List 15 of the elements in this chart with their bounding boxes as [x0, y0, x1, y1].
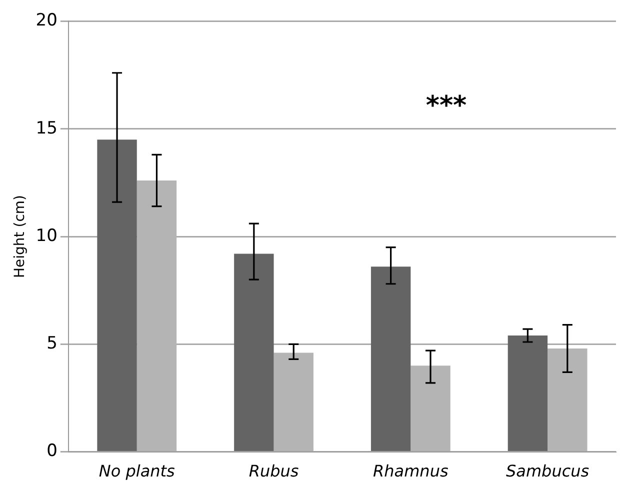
- y-tick-label: 20: [36, 10, 58, 31]
- y-tick-label: 5: [46, 334, 58, 354]
- x-tick-label: Rubus: [248, 462, 299, 481]
- y-tick-label: 15: [36, 118, 58, 138]
- y-tick-label: 0: [46, 441, 58, 462]
- y-axis-title: Height (cm): [12, 195, 28, 278]
- x-tick-label: Sambucus: [506, 462, 590, 481]
- bar: [97, 140, 137, 452]
- x-tick-label: No plants: [98, 462, 175, 481]
- bar: [370, 266, 411, 452]
- x-tick-label: Rhamnus: [373, 462, 448, 481]
- annotation: ***: [426, 91, 468, 122]
- bar: [234, 254, 274, 452]
- bar: [508, 336, 548, 452]
- y-tick-label: 10: [36, 226, 58, 246]
